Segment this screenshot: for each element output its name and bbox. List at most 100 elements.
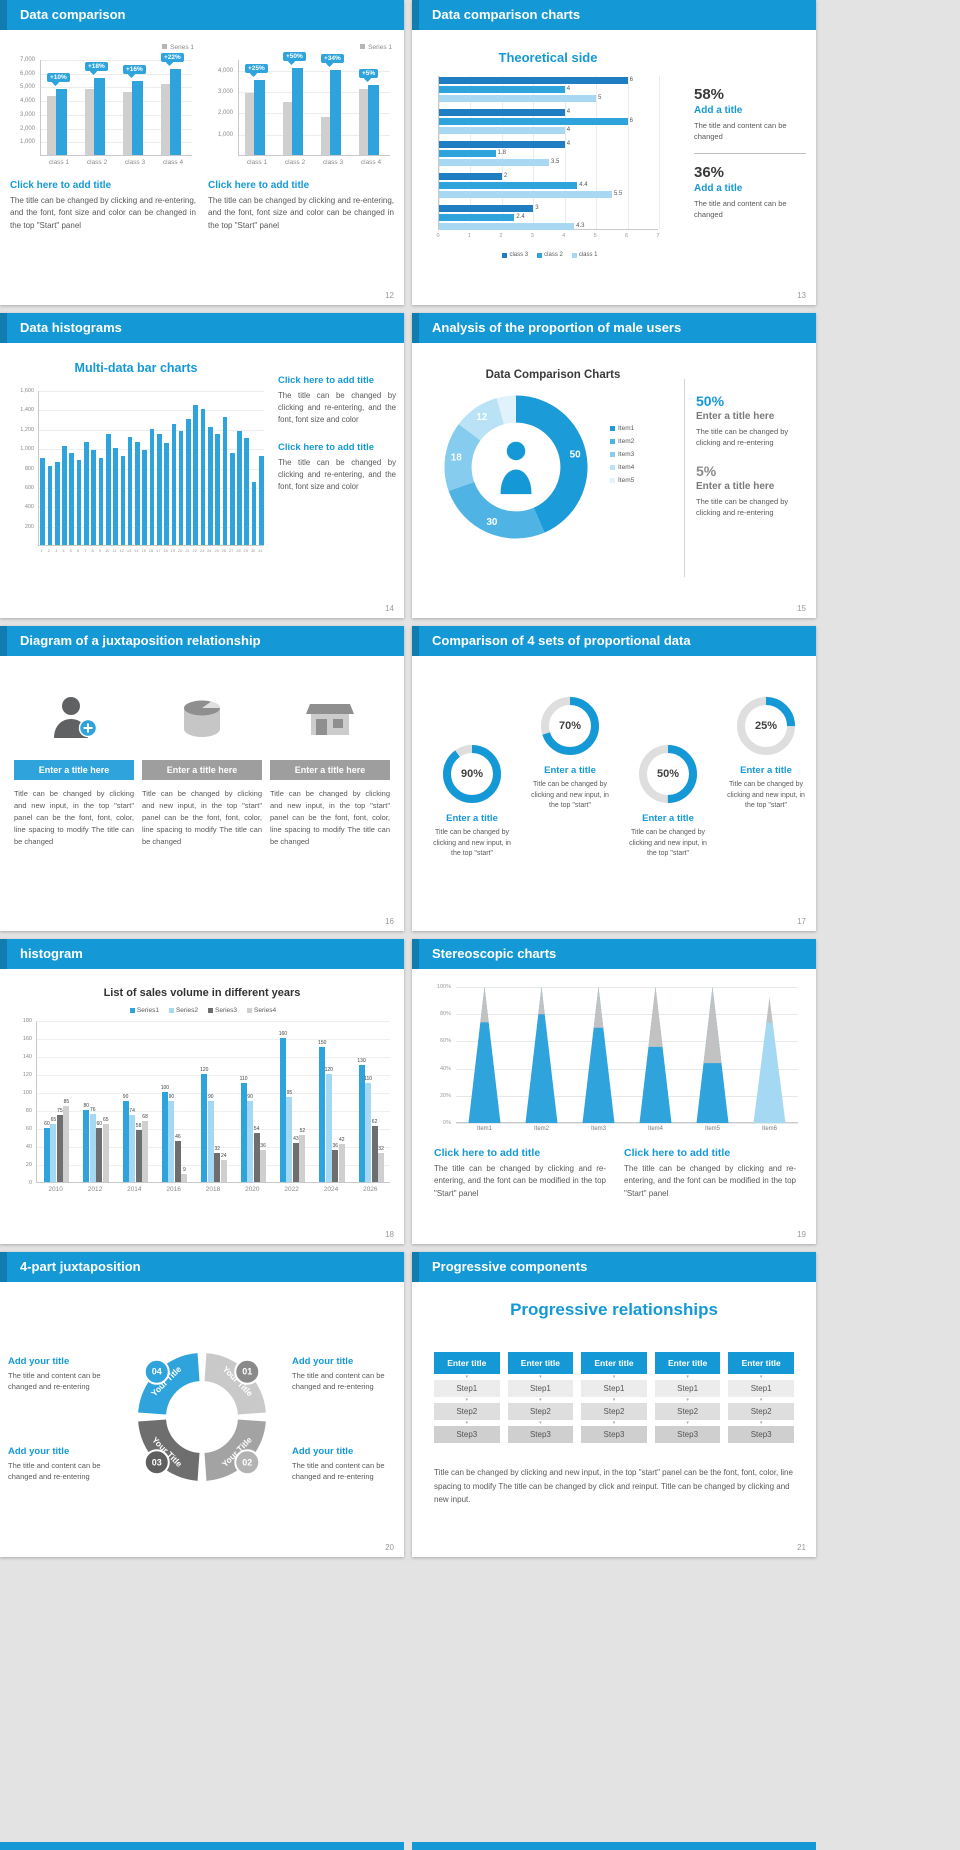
block-title: Click here to add title bbox=[434, 1147, 541, 1159]
bar-value-label: 4.3 bbox=[576, 222, 585, 229]
step-box[interactable]: Step3 bbox=[728, 1426, 794, 1443]
gridline bbox=[239, 92, 390, 93]
step-box[interactable]: Step1 bbox=[507, 1380, 574, 1397]
step-box[interactable]: Step3 bbox=[434, 1426, 500, 1443]
x-axis-label: class 1 bbox=[246, 159, 268, 166]
bar bbox=[259, 455, 264, 545]
bar-value-label: 90 bbox=[168, 1094, 175, 1100]
cone-tip bbox=[766, 997, 773, 1023]
slide-title-bar: Comparison of 4 sets of proportional dat… bbox=[412, 626, 816, 656]
enter-title-button[interactable]: Enter title bbox=[507, 1352, 574, 1374]
chart-title: Data Comparison Charts bbox=[485, 369, 621, 381]
ring-percentage: 25% bbox=[754, 720, 778, 732]
step-box[interactable]: Step1 bbox=[434, 1380, 500, 1397]
bar bbox=[105, 433, 111, 545]
building-icon bbox=[270, 686, 390, 750]
slide-title: histogram bbox=[20, 946, 83, 961]
bar bbox=[186, 419, 191, 545]
bar-value-label: 2 bbox=[503, 172, 508, 179]
bar bbox=[439, 108, 565, 116]
step-box[interactable]: Step3 bbox=[581, 1426, 647, 1443]
stat-column: 50% Enter a title here The title can be … bbox=[696, 393, 806, 518]
step-box[interactable]: Step2 bbox=[434, 1403, 500, 1420]
page-number: 15 bbox=[797, 604, 806, 613]
legend-label: class 3 bbox=[509, 252, 529, 258]
step-box[interactable]: Step2 bbox=[507, 1403, 574, 1420]
column-title[interactable]: Enter a title here bbox=[14, 760, 134, 780]
slide-4-part-juxtaposition[interactable]: 4-part juxtaposition Your Title 01 Your Ti… bbox=[0, 1252, 404, 1557]
block-title: Click here to add title bbox=[10, 180, 112, 191]
step-box[interactable]: Step3 bbox=[654, 1426, 721, 1443]
slide-proportional-data[interactable]: Comparison of 4 sets of proportional dat… bbox=[412, 626, 816, 931]
stat-block: 50% Enter a title here The title can be … bbox=[696, 393, 806, 449]
slide-stereoscopic-charts[interactable]: Stereoscopic charts 100% 80% 60% 40% 20% 0% It… bbox=[412, 939, 816, 1244]
gridline bbox=[596, 76, 598, 229]
ring-body: Title can be changed by clicking and new… bbox=[531, 781, 609, 809]
slide-progressive-components[interactable]: Progressive components Progressive relat… bbox=[412, 1252, 816, 1557]
enter-title-button[interactable]: Enter title bbox=[434, 1352, 500, 1374]
bar-value-label: 36 bbox=[332, 1142, 339, 1149]
bar-value-label: 60 bbox=[44, 1121, 50, 1127]
bar-value-label: 2.4 bbox=[516, 213, 525, 220]
ring-body: Title can be changed by clicking and new… bbox=[727, 781, 805, 809]
slide-data-comparison-charts[interactable]: Data comparison charts Theoretical side … bbox=[412, 0, 816, 305]
gridline bbox=[659, 76, 660, 229]
progress-column: Enter title ▾ Step1 ▾ Step2 ▾ Step3 bbox=[728, 1352, 794, 1443]
chart-plot: +25% +50% +34% +5% bbox=[238, 51, 390, 156]
stat-body: The title and content can be changed bbox=[694, 121, 787, 142]
slice-value-label: 18 bbox=[451, 453, 462, 464]
step-separator-icon: ▾ bbox=[759, 1420, 763, 1426]
corner-block: Add your title The title and content can… bbox=[8, 1446, 112, 1483]
step-box[interactable]: Step1 bbox=[581, 1380, 647, 1397]
bar-value-label: 9 bbox=[183, 1166, 186, 1173]
bar-value-label: 60 bbox=[96, 1121, 103, 1127]
bar-value-label: 120 bbox=[200, 1067, 209, 1073]
y-axis-label: 2,000 bbox=[217, 110, 233, 117]
corner-block: Add your title The title and content can… bbox=[292, 1446, 396, 1483]
bar bbox=[149, 428, 155, 545]
slide-juxtaposition-diagram[interactable]: Diagram of a juxtaposition relationship … bbox=[0, 626, 404, 931]
y-axis-label: 60% bbox=[439, 1038, 451, 1045]
stat-column: 58% Add a title The title and content ca… bbox=[694, 86, 806, 220]
slide-histogram[interactable]: histogram List of sales volume in differ… bbox=[0, 939, 404, 1244]
y-axis-label: 80 bbox=[25, 1108, 32, 1114]
corner-body: The title and content can be changed and… bbox=[292, 1461, 385, 1482]
y-axis-label: 100% bbox=[436, 984, 451, 990]
slide-data-histograms[interactable]: Data histograms Multi-data bar charts 1,… bbox=[0, 313, 404, 618]
slide-data-comparison[interactable]: Data comparison Series 1 +10% +18% +16% +22%… bbox=[0, 0, 404, 305]
histogram-chart: 1,600 1,400 1,200 1,000 800 600 400 200 1 2 3 4 5 6 7 8… bbox=[12, 385, 266, 557]
person-add-icon bbox=[14, 686, 134, 750]
step-box[interactable]: Step3 bbox=[507, 1426, 574, 1443]
step-box[interactable]: Step2 bbox=[728, 1403, 794, 1420]
chart-legend: class 3 class 2 class 1 bbox=[426, 252, 674, 258]
bar-value-label: 3.5 bbox=[551, 158, 560, 165]
progress-column: Enter title ▾ Step1 ▾ Step2 ▾ Step3 bbox=[581, 1352, 647, 1443]
y-axis-label: 20 bbox=[25, 1162, 32, 1168]
enter-title-button[interactable]: Enter title bbox=[581, 1352, 647, 1374]
column-title[interactable]: Enter a title here bbox=[270, 760, 390, 780]
enter-title-button[interactable]: Enter title bbox=[728, 1352, 794, 1374]
bar bbox=[201, 1074, 208, 1182]
slide-male-users-proportion[interactable]: Analysis of the proportion of male users… bbox=[412, 313, 816, 618]
bar bbox=[207, 426, 213, 545]
block-title: Click here to add title bbox=[624, 1147, 731, 1159]
bar-value-label: 46 bbox=[175, 1133, 181, 1140]
page-number: 21 bbox=[797, 1543, 806, 1552]
column-title[interactable]: Enter a title here bbox=[142, 760, 262, 780]
bar bbox=[229, 452, 235, 545]
step-box[interactable]: Step2 bbox=[654, 1403, 721, 1420]
x-axis-label: 5 bbox=[69, 548, 72, 553]
legend-label: Item2 bbox=[618, 438, 635, 445]
y-axis-label: 4,000 bbox=[217, 67, 233, 74]
step-box[interactable]: Step1 bbox=[728, 1380, 794, 1397]
step-box[interactable]: Step1 bbox=[654, 1380, 721, 1397]
bar bbox=[181, 1173, 188, 1182]
bar-current bbox=[170, 68, 181, 155]
step-box[interactable]: Step2 bbox=[581, 1403, 647, 1420]
enter-title-button[interactable]: Enter title bbox=[654, 1352, 721, 1374]
slide-title: Stereoscopic charts bbox=[432, 946, 557, 961]
x-axis-label: Item1 bbox=[476, 1126, 492, 1132]
bar-value-label: 75 bbox=[57, 1107, 63, 1114]
cone-body bbox=[582, 987, 615, 1123]
vertical-divider bbox=[684, 379, 685, 577]
